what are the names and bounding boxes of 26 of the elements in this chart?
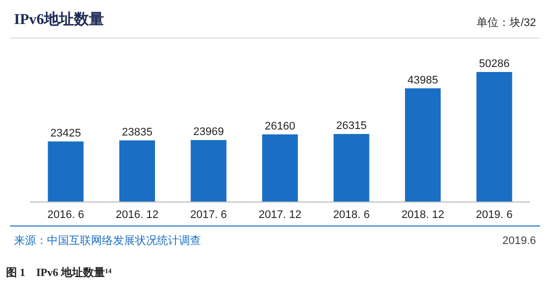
x-tick-label: 2017. 12 <box>258 209 302 221</box>
bar <box>48 141 84 202</box>
data-label: 23835 <box>122 126 152 138</box>
caption: 图 1 IPv6 地址数量¹⁴ <box>6 266 112 279</box>
x-tick-label: 2016. 6 <box>47 209 84 221</box>
bar <box>405 88 441 202</box>
x-tick-label: 2016. 12 <box>116 209 159 221</box>
bar <box>190 140 226 202</box>
data-label: 43985 <box>408 74 438 86</box>
data-label: 50286 <box>478 58 510 70</box>
x-tick-label: 2018. 12 <box>401 209 444 221</box>
x-tick-label: 2018. 6 <box>333 209 370 221</box>
data-label: 26160 <box>264 120 296 132</box>
bar <box>476 72 512 202</box>
text: 2019.6 <box>502 235 536 247</box>
bar <box>262 134 298 202</box>
data-label: 23425 <box>50 127 82 140</box>
chart-title: IPv6地址数量 <box>14 11 104 28</box>
bar <box>119 140 155 202</box>
x-tick-label: 2017. 6 <box>190 209 227 221</box>
source-note: 来源：中国互联网络发展状况统计调查 <box>14 234 201 247</box>
data-label: 26315 <box>336 120 367 132</box>
x-tick-label: 2019. 6 <box>476 209 513 221</box>
bar <box>334 134 370 202</box>
data-label: 23969 <box>193 126 224 138</box>
text: 单位：块/32 <box>476 16 536 29</box>
